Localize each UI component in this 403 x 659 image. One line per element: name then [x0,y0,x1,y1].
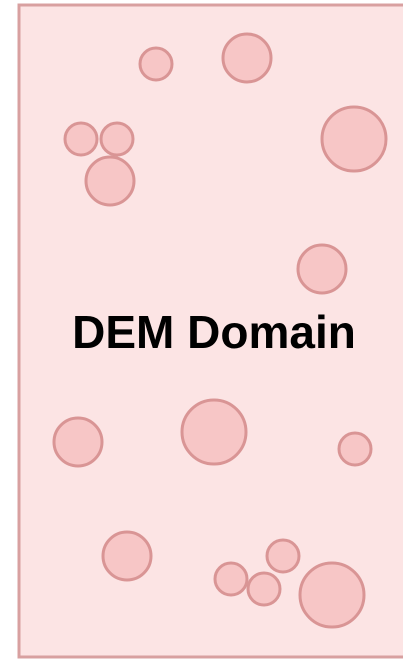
particle [221,32,273,84]
particle [246,571,282,607]
particle [213,561,249,597]
particle [320,105,388,173]
particle [265,538,301,574]
particle [180,398,248,466]
particles [52,32,388,629]
particle [337,431,373,467]
particle [99,121,135,157]
particle [52,416,104,468]
particle [138,46,174,82]
particle [101,530,153,582]
particle [298,561,366,629]
particle [63,121,99,157]
title: DEM Domain [72,306,356,358]
particle [84,155,136,207]
particle [296,243,348,295]
